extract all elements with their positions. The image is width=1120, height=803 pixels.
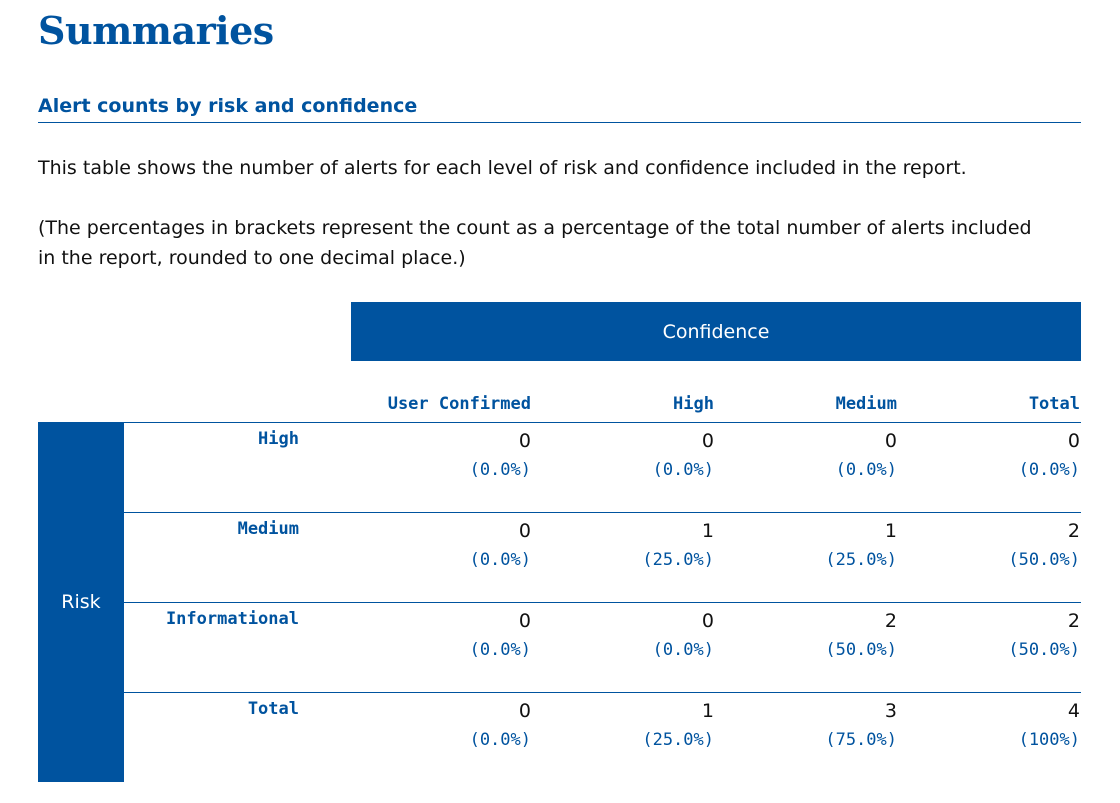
row-label: Total [247,699,299,719]
table-cell-user-confirmed: 0 (0.0%) [361,609,531,660]
table-cell-medium: 2 (50.0%) [727,609,897,660]
alert-count: 0 [518,520,531,542]
table-cell-total: 0 (0.0%) [910,429,1080,480]
table-cell-high: 1 (25.0%) [544,519,714,570]
table-cell-high: 1 (25.0%) [544,699,714,750]
alert-count: 0 [518,430,531,452]
alert-count: 0 [884,430,897,452]
column-header-medium: Medium [835,394,897,414]
table-row: Total 0 (0.0%) 1 (25.0%) 3 (75.0%) 4 (100%) [124,692,1081,783]
alert-percentage: (0.0%) [469,460,531,480]
row-label: Medium [237,519,299,539]
alert-percentage: (0.0%) [469,550,531,570]
table-row: Medium 0 (0.0%) 1 (25.0%) 1 (25.0%) 2 (50.0%) [124,512,1081,603]
page-title: Summaries [38,8,274,53]
alert-count: 2 [884,610,897,632]
alert-count: 3 [884,700,897,722]
column-header-high: High [673,394,714,414]
alert-count: 0 [701,430,714,452]
row-label: Informational [165,609,299,629]
alert-count: 1 [701,520,714,542]
alert-percentage: (25.0%) [825,550,897,570]
alert-percentage: (75.0%) [825,730,897,750]
alert-count: 0 [518,700,531,722]
alert-count: 0 [1067,430,1080,452]
alert-percentage: (50.0%) [825,640,897,660]
alert-percentage: (50.0%) [1008,640,1080,660]
alert-percentage: (0.0%) [835,460,897,480]
table-row: High 0 (0.0%) 0 (0.0%) 0 (0.0%) 0 (0.0%) [124,422,1081,513]
table-cell-medium: 0 (0.0%) [727,429,897,480]
column-header-user-confirmed: User Confirmed [387,394,531,414]
table-cell-user-confirmed: 0 (0.0%) [361,519,531,570]
description-paragraph: This table shows the number of alerts fo… [38,157,967,179]
alert-count: 4 [1067,700,1080,722]
row-label: High [258,429,299,449]
table-cell-high: 0 (0.0%) [544,609,714,660]
alert-percentage: (25.0%) [642,550,714,570]
column-header-total: Total [1028,394,1080,414]
table-cell-high: 0 (0.0%) [544,429,714,480]
table-row: Informational 0 (0.0%) 0 (0.0%) 2 (50.0%) 2 (50.… [124,602,1081,693]
alert-count: 1 [884,520,897,542]
alert-count: 0 [518,610,531,632]
table-cell-total: 2 (50.0%) [910,519,1080,570]
confidence-header: Confidence [351,302,1081,361]
alert-percentage: (25.0%) [642,730,714,750]
table-cell-medium: 3 (75.0%) [727,699,897,750]
table-cell-total: 4 (100%) [910,699,1080,750]
alert-percentage: (0.0%) [652,460,714,480]
alert-percentage: (100%) [1018,730,1080,750]
alert-count: 1 [701,700,714,722]
risk-header: Risk [38,422,124,782]
table-cell-medium: 1 (25.0%) [727,519,897,570]
alert-percentage: (50.0%) [1008,550,1080,570]
alert-percentage: (0.0%) [469,730,531,750]
alert-count: 0 [701,610,714,632]
alert-count: 2 [1067,610,1080,632]
alert-percentage: (0.0%) [1018,460,1080,480]
table-cell-user-confirmed: 0 (0.0%) [361,699,531,750]
percentage-note-paragraph: (The percentages in brackets represent t… [38,217,1032,269]
table-cell-total: 2 (50.0%) [910,609,1080,660]
alert-percentage: (0.0%) [652,640,714,660]
section-heading: Alert counts by risk and confidence [38,95,1081,123]
alert-count: 2 [1067,520,1080,542]
alert-percentage: (0.0%) [469,640,531,660]
table-cell-user-confirmed: 0 (0.0%) [361,429,531,480]
